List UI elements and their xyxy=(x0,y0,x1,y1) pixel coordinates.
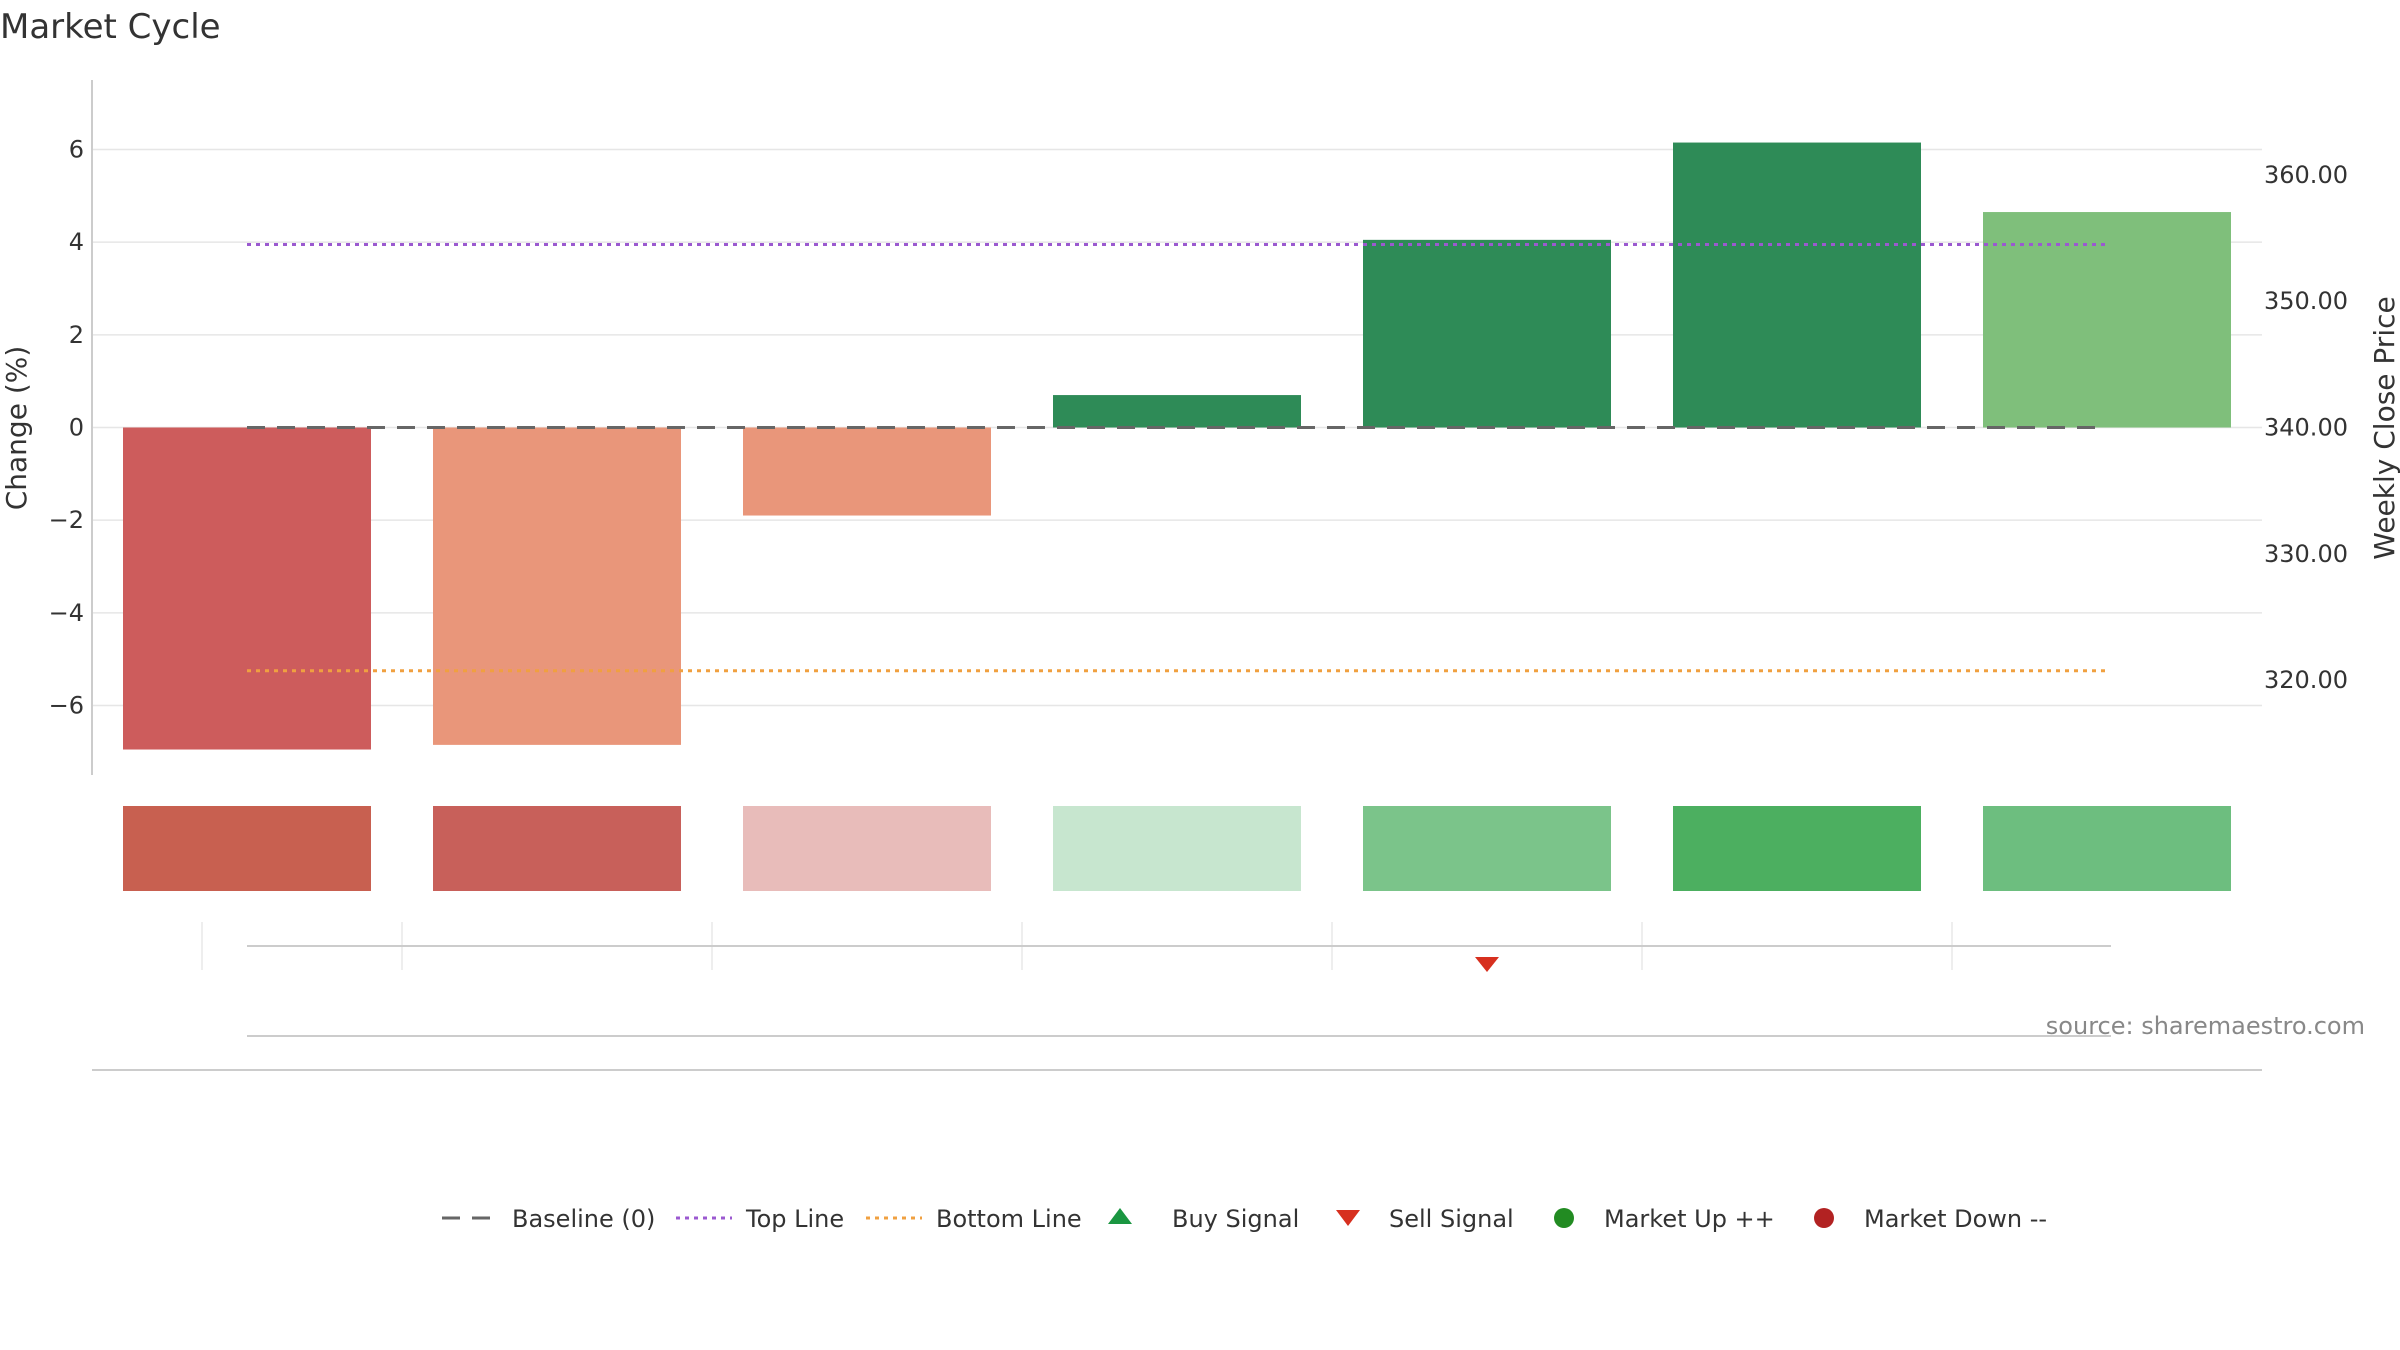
y-tick-label: 0 xyxy=(69,414,84,442)
legend-circle-symbol xyxy=(1814,1208,1834,1228)
bar xyxy=(433,427,681,745)
y-tick-label: 4 xyxy=(69,228,84,256)
y2-tick-label: 330.00 xyxy=(2264,540,2348,568)
legend-label: Bottom Line xyxy=(936,1205,1082,1233)
legend-item: Bottom Line xyxy=(866,1205,1082,1233)
strength-cell xyxy=(1363,806,1611,891)
legend-item: Market Down -- xyxy=(1814,1205,2047,1233)
legend-label: Market Down -- xyxy=(1864,1205,2047,1233)
bar xyxy=(1673,142,1921,428)
bar xyxy=(743,427,991,516)
legend: Baseline (0) Top Line Bottom Line Buy Signa… xyxy=(442,1205,2047,1233)
y2-tick-label: 350.00 xyxy=(2264,287,2348,315)
reference-lines xyxy=(247,242,2107,673)
bar xyxy=(1053,395,1301,428)
y2-tick-label: 320.00 xyxy=(2264,666,2348,694)
legend-label: Market Up ++ xyxy=(1604,1205,1775,1233)
y-tick-labels: 6 4 2 0 −2 −4 −6 xyxy=(49,136,84,720)
strength-cell xyxy=(1983,806,2231,891)
strength-cell xyxy=(1053,806,1301,891)
bars xyxy=(123,142,2231,750)
sell-signal-marker xyxy=(1475,957,1499,972)
strength-cell xyxy=(1673,806,1921,891)
y-tick-label: −6 xyxy=(49,692,84,720)
chart-title: Market Cycle xyxy=(0,7,221,47)
legend-item: Buy Signal xyxy=(1108,1205,1299,1233)
legend-triangle-down-symbol xyxy=(1336,1210,1360,1226)
legend-label: Sell Signal xyxy=(1389,1205,1514,1233)
y-tick-label: 2 xyxy=(69,321,84,349)
strength-cell xyxy=(123,806,371,891)
legend-item: Top Line xyxy=(676,1205,844,1233)
y-tick-label: −2 xyxy=(49,506,84,534)
strength-strip xyxy=(123,806,2231,891)
axes xyxy=(91,80,93,775)
y2-axis-label: Weekly Close Price xyxy=(2368,296,2400,559)
legend-label: Top Line xyxy=(745,1205,844,1233)
bar xyxy=(1363,239,1611,428)
legend-label: Baseline (0) xyxy=(512,1205,655,1233)
legend-triangle-up-symbol xyxy=(1108,1208,1132,1224)
y-axis-label: Change (%) xyxy=(0,346,33,511)
y2-tick-label: 340.00 xyxy=(2264,414,2348,442)
y-tick-label: 6 xyxy=(69,136,84,164)
legend-item: Sell Signal xyxy=(1336,1205,1514,1233)
y-tick-label: −4 xyxy=(49,599,84,627)
strength-cell xyxy=(433,806,681,891)
y2-tick-labels: 360.00 350.00 340.00 330.00 320.00 xyxy=(2264,161,2348,694)
strength-cell xyxy=(743,806,991,891)
legend-item: Baseline (0) xyxy=(442,1205,655,1233)
source-note: source: sharemaestro.com xyxy=(2046,1012,2365,1040)
y2-tick-label: 360.00 xyxy=(2264,161,2348,189)
legend-circle-symbol xyxy=(1554,1208,1574,1228)
bar xyxy=(1983,212,2231,428)
signal-panel xyxy=(92,922,2262,1071)
legend-label: Buy Signal xyxy=(1172,1205,1299,1233)
legend-item: Market Up ++ xyxy=(1554,1205,1775,1233)
bar xyxy=(123,427,371,750)
